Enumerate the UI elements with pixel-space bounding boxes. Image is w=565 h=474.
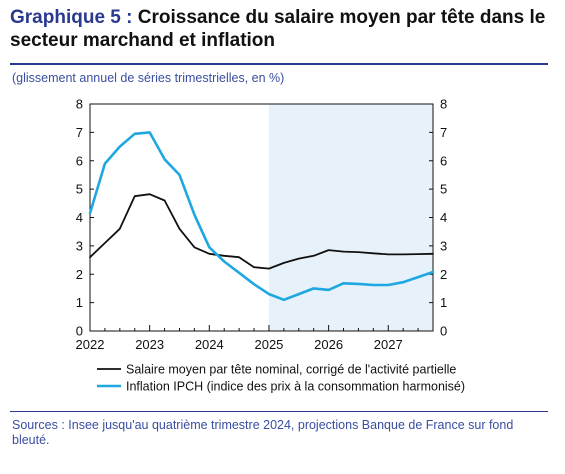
y-tick-label-right: 2 (440, 267, 447, 282)
y-tick-label-left: 7 (76, 125, 83, 140)
y-tick-label-left: 2 (76, 267, 83, 282)
y-tick-label-left: 6 (76, 153, 83, 168)
y-tick-label-right: 6 (440, 153, 447, 168)
chart-number-label: Graphique 5 : (10, 7, 133, 28)
chart-title-text: Croissance du salaire moyen par tête dan… (10, 7, 546, 51)
sources-note: Sources : Insee jusqu'au quatrième trime… (12, 418, 514, 447)
footer-divider (10, 411, 548, 412)
y-tick-label-left: 8 (76, 97, 83, 112)
y-tick-label-left: 1 (76, 295, 83, 310)
projection-band (268, 104, 433, 331)
series-line-inflation (88, 131, 435, 302)
y-tick-label-left: 4 (76, 210, 83, 225)
legend-label-inflation: Inflation IPCH (indice des prix à la con… (126, 380, 465, 394)
legend-label-wage: Salaire moyen par tête nominal, corrigé … (126, 363, 456, 377)
chart-subtitle: (glissement annuel de séries trimestriel… (12, 71, 285, 85)
x-tick-label: 2023 (135, 337, 164, 352)
x-tick-label: 2027 (374, 337, 403, 352)
y-tick-label-right: 7 (440, 125, 447, 140)
x-tick-label: 2024 (195, 337, 224, 352)
y-tick-label-left: 3 (76, 238, 83, 253)
y-tick-label-right: 3 (440, 238, 447, 253)
series-line-wage (89, 193, 434, 270)
chart-title: Graphique 5 : Croissance du salaire moye… (10, 6, 555, 52)
title-divider (10, 63, 548, 65)
chart-canvas: 0 0 1 1 2 2 3 3 4 4 5 5 6 6 7 7 8 8 2022 2023 2024 2025 2026 20… (76, 97, 466, 394)
y-tick-label-right: 1 (440, 295, 447, 310)
x-tick-label: 2022 (76, 337, 105, 352)
y-tick-label-left: 0 (76, 324, 83, 339)
y-tick-label-right: 0 (440, 324, 447, 339)
x-tick-label: 2026 (314, 337, 343, 352)
y-tick-label-right: 8 (440, 97, 447, 112)
y-tick-label-right: 4 (440, 210, 447, 225)
y-tick-label-right: 5 (440, 182, 447, 197)
y-tick-label-left: 5 (76, 182, 83, 197)
x-tick-label: 2025 (254, 337, 283, 352)
